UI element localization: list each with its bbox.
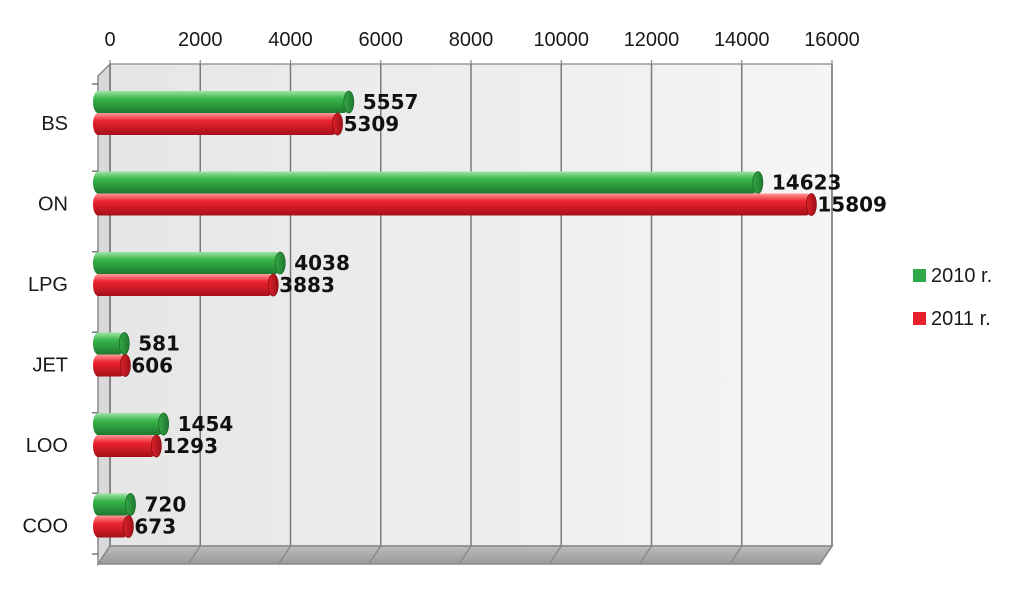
floor-gridline	[458, 545, 472, 565]
bar-coo-2010	[93, 493, 136, 516]
floor-gridline	[277, 545, 292, 565]
legend: 2010 r. 2011 r.	[913, 265, 992, 330]
bar-body	[93, 113, 338, 135]
category-label: LOO	[26, 435, 68, 457]
data-label: 5309	[344, 112, 400, 136]
bar-coo-2011	[93, 515, 134, 538]
x-tick-label: 16000	[804, 29, 860, 51]
bar-body	[93, 332, 125, 355]
bar-lpg-2010	[93, 251, 286, 275]
bar-body	[93, 493, 131, 516]
bar-body	[93, 193, 812, 216]
bar-jet-2010	[93, 332, 130, 355]
bar-body	[93, 354, 126, 377]
bar-on-2010	[93, 171, 764, 194]
bar-jet-2011	[93, 354, 131, 377]
data-label: 673	[134, 515, 176, 539]
bar-cap	[125, 493, 136, 516]
bar-bs-2011	[93, 112, 343, 136]
bar-cap	[332, 112, 343, 136]
x-tick-label: 10000	[533, 29, 589, 51]
legend-label: 2011 r.	[931, 308, 991, 330]
bar-body	[93, 274, 274, 296]
data-label: 5557	[363, 90, 419, 114]
data-label: 720	[144, 493, 186, 517]
bar-body	[93, 91, 349, 113]
category-label: COO	[22, 516, 68, 538]
x-tick-label: 0	[104, 29, 115, 51]
legend-swatch	[913, 312, 926, 325]
floor-gridline	[187, 545, 201, 565]
x-tick-label: 14000	[714, 29, 770, 51]
bar-body	[93, 435, 157, 457]
x-tick-label: 12000	[624, 29, 680, 51]
data-label: 581	[138, 332, 180, 356]
bar-cap	[118, 332, 130, 355]
data-label: 606	[131, 354, 173, 378]
bar-body	[93, 413, 164, 435]
data-label: 4038	[294, 251, 350, 275]
x-tick-label: 2000	[178, 29, 223, 51]
bar-cap	[122, 515, 134, 538]
plot-area	[96, 62, 834, 567]
bar-body	[93, 515, 129, 538]
bar-cap	[150, 434, 162, 458]
floor-gridline	[638, 545, 653, 565]
bar-loo-2011	[93, 434, 162, 458]
bar-cap	[343, 90, 355, 114]
bars	[93, 90, 817, 538]
x-tick-label: 6000	[359, 29, 404, 51]
data-label: 1454	[178, 412, 234, 436]
category-label: BS	[41, 113, 68, 135]
category-label: JET	[32, 355, 68, 377]
bar-body	[93, 252, 281, 274]
floor-gridline	[819, 545, 833, 565]
bar-on-2011	[93, 193, 817, 216]
bar-cap	[274, 251, 286, 275]
floor-gridline	[548, 545, 562, 565]
bar-cap	[752, 171, 764, 194]
legend-label: 2010 r.	[931, 265, 992, 287]
bar-cap	[267, 273, 279, 297]
gridlines	[97, 64, 833, 565]
category-label: LPG	[28, 274, 68, 296]
bar-cap	[158, 412, 170, 436]
floor-gridline	[729, 545, 743, 565]
bar-bs-2010	[93, 90, 355, 114]
floor-gridline	[97, 545, 111, 565]
category-label: ON	[38, 194, 68, 216]
x-tick-label: 8000	[449, 29, 494, 51]
floor-gridline	[368, 545, 382, 565]
bar-cap	[805, 193, 817, 216]
x-tick-label: 4000	[268, 29, 313, 51]
bar-cap	[119, 354, 131, 377]
legend-swatch	[913, 269, 926, 282]
bar-body	[93, 171, 758, 194]
side-wall	[97, 62, 111, 567]
bar-loo-2010	[93, 412, 170, 436]
bar-lpg-2011	[93, 273, 279, 297]
data-label: 1293	[162, 434, 218, 458]
data-label: 15809	[817, 193, 887, 217]
x-axis: 0 2000 4000 6000 8000 10000 12000 14000 16000	[104, 29, 860, 64]
data-label: 3883	[279, 273, 335, 297]
data-label: 14623	[772, 171, 842, 195]
y-axis: BS ON LPG JET LOO COO	[22, 83, 98, 555]
